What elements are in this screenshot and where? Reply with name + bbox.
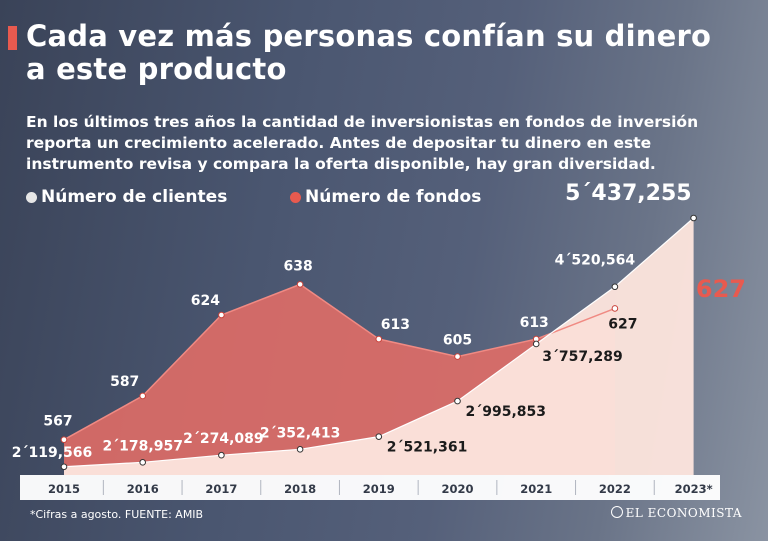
clients-data-label: 2´178,957 [102, 438, 183, 454]
funds-data-label: 605 [443, 333, 472, 349]
clients-point [218, 451, 225, 459]
x-axis-band [20, 475, 720, 500]
x-tick-label: 2018 [284, 482, 316, 496]
legend-funds-label: Número de fondos [305, 187, 482, 207]
clients-data-label: 2´274,089 [183, 431, 264, 447]
legend-funds-dot-icon [290, 191, 301, 203]
brand-name: EL ECONOMISTA [625, 506, 742, 520]
clients-point [139, 459, 146, 466]
funds-data-label: 613 [381, 317, 410, 333]
source-footnote: *Cifras a agosto. FUENTE: AMIB [30, 508, 204, 521]
clients-point [375, 433, 383, 440]
clients-point [454, 397, 461, 405]
x-tick-label: 2022 [599, 482, 631, 496]
clients-data-label: 2´352,413 [260, 425, 341, 441]
funds-data-label: 613 [520, 315, 549, 331]
funds-point [611, 305, 619, 312]
clients-point [690, 214, 697, 222]
funds-data-label: 638 [283, 258, 312, 274]
clients-data-label: 3´757,289 [542, 349, 623, 365]
x-tick-label: 2023* [675, 482, 713, 496]
clients-point [611, 283, 619, 291]
title-accent-bar [8, 26, 17, 50]
clients-data-label: 2´119,566 [12, 445, 93, 461]
funds-data-label: 624 [191, 293, 220, 309]
funds-data-label: 627 [608, 316, 637, 332]
funds-data-label-2023: 627 [696, 275, 746, 303]
clients-data-label: 2´995,853 [466, 404, 547, 420]
x-tick-label: 2016 [127, 482, 159, 496]
funds-point [296, 281, 304, 288]
x-tick-label: 2015 [48, 482, 80, 496]
legend-clients: Número de clientes [26, 187, 227, 207]
funds-point [375, 335, 383, 343]
clients-point [532, 340, 540, 348]
x-tick-label: 2017 [205, 482, 237, 496]
legend-funds: Número de fondos [290, 187, 481, 207]
brand-logo: EL ECONOMISTA [610, 506, 742, 520]
clients-point [60, 463, 68, 471]
funds-point [60, 436, 68, 443]
x-tick-label: 2019 [363, 482, 395, 496]
chart-title: Cada vez más personas confían su dinero … [26, 19, 712, 86]
chart-subtitle: En los últimos tres años la cantidad de … [26, 113, 699, 173]
clients-data-label: 5´437,255 [565, 181, 692, 206]
funds-point [218, 311, 225, 319]
clients-data-label: 4´520,564 [555, 253, 636, 269]
clients-data-label: 2´521,361 [387, 440, 468, 456]
funds-data-label: 567 [43, 414, 72, 430]
funds-point [454, 353, 461, 360]
brand-mark-icon [610, 506, 623, 518]
clients-area-series [64, 218, 694, 475]
funds-line-series [63, 283, 616, 441]
x-tick-label: 2020 [441, 482, 473, 496]
clients-point [296, 446, 304, 453]
funds-point [139, 392, 146, 400]
legend-clients-dot-icon [26, 191, 37, 203]
funds-data-label: 587 [110, 374, 139, 390]
legend-clients-label: Número de clientes [41, 187, 228, 207]
x-tick-label: 2021 [520, 482, 552, 496]
